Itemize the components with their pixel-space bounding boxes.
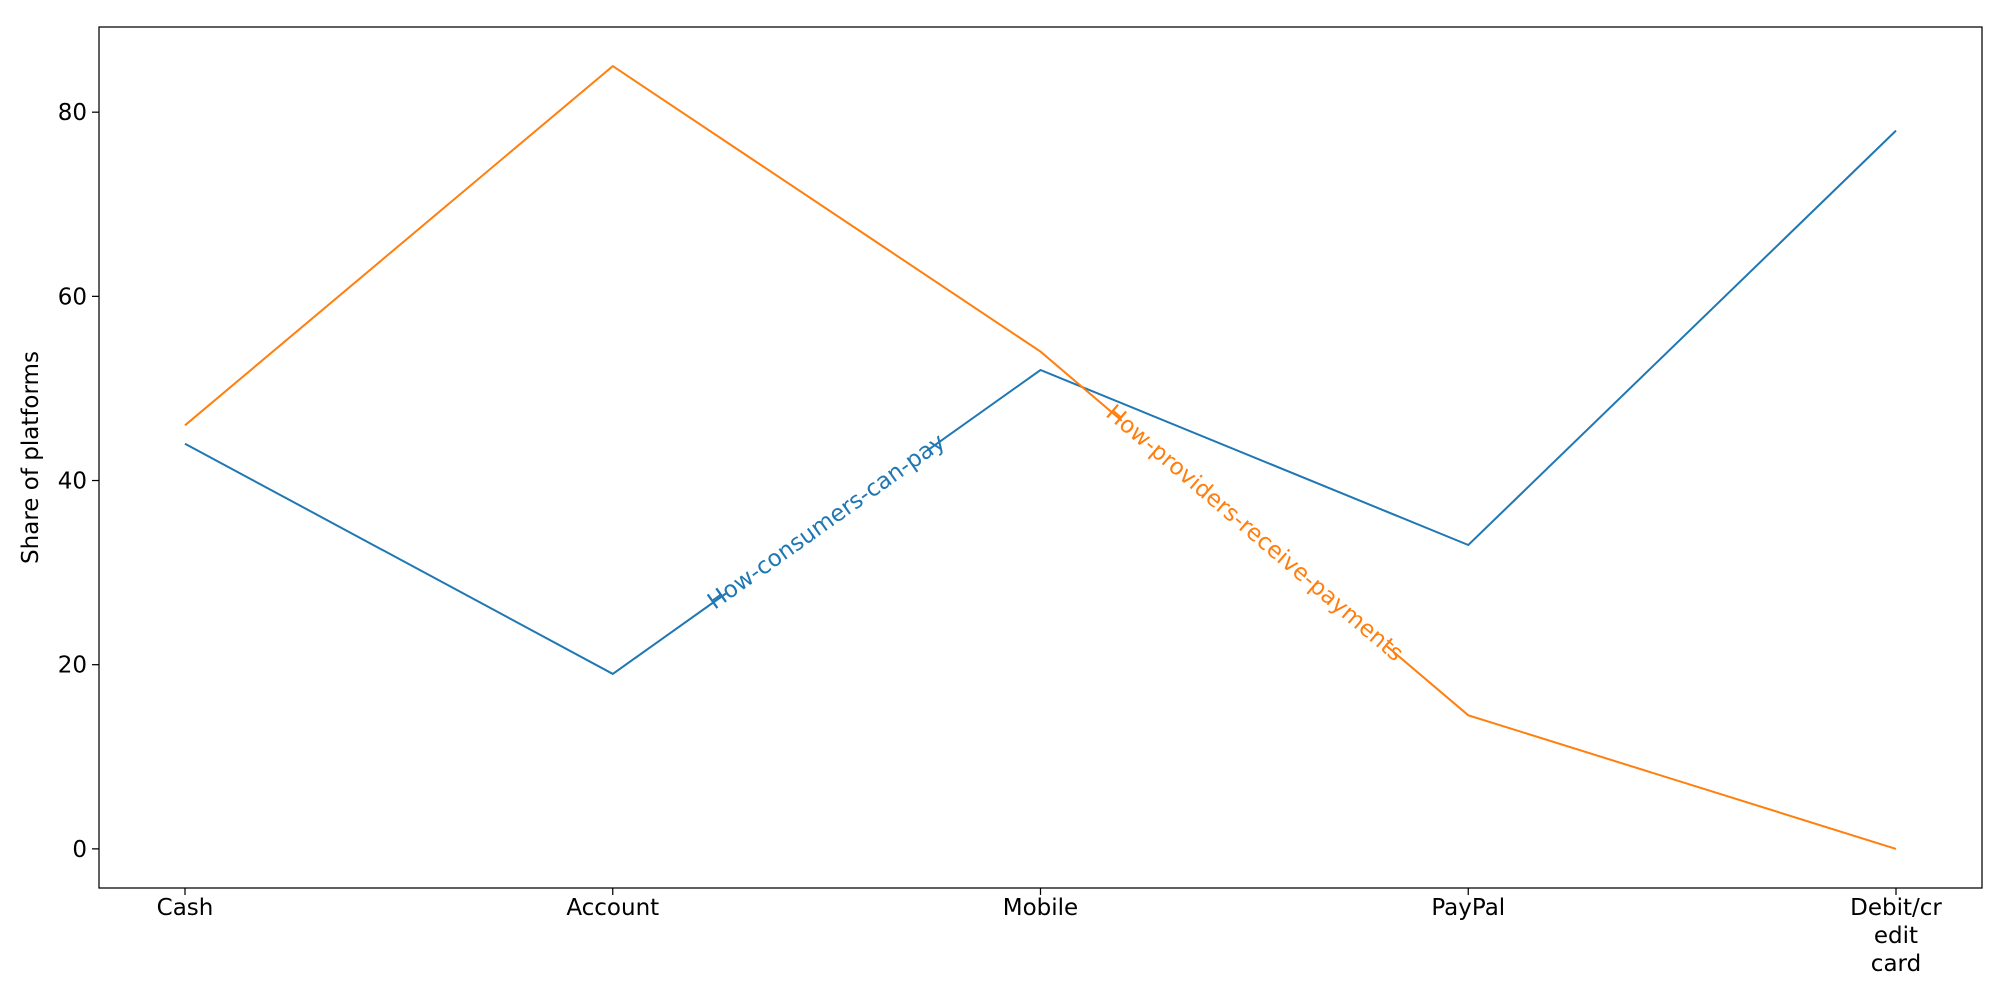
x-tick-label-line: edit xyxy=(1874,923,1918,949)
series-label-2: How-providers-receive-payments xyxy=(1101,400,1408,667)
y-tick-label: 40 xyxy=(58,469,87,495)
y-axis-title: Share of platforms xyxy=(18,351,44,564)
y-tick-label: 60 xyxy=(58,284,87,310)
x-tick-label-line: card xyxy=(1871,951,1921,977)
x-tick-label-line: Mobile xyxy=(1003,895,1078,921)
x-tick-label-line: PayPal xyxy=(1431,895,1505,921)
series-line-2 xyxy=(184,64,1123,427)
y-tick-label: 0 xyxy=(72,837,87,863)
x-tick-label: Debit/cr edit card xyxy=(1850,895,1942,977)
x-tick-label-line: Account xyxy=(566,895,659,921)
x-tick-label: Account xyxy=(566,895,659,921)
series-label-layer: How-consumers-can-pay How-providers-recei… xyxy=(703,400,1408,667)
y-tick-label: 80 xyxy=(58,100,87,126)
x-tick-label: Mobile xyxy=(1003,895,1078,921)
x-tick-label: PayPal xyxy=(1431,895,1505,921)
series-line-1 xyxy=(926,129,1897,547)
series-label-1: How-consumers-can-pay xyxy=(703,429,950,615)
x-tick-label-line: Debit/cr xyxy=(1850,895,1942,921)
y-axis: 0 20 40 60 80 xyxy=(58,100,99,863)
x-axis: Cash Account Mobile PayPal Debit/cr edit card xyxy=(157,888,1942,977)
series-line-2 xyxy=(1386,645,1897,850)
x-tick-label: Cash xyxy=(157,895,214,921)
y-tick-label: 20 xyxy=(58,653,87,679)
plot-area-frame xyxy=(98,26,1983,889)
x-tick-label-line: Cash xyxy=(157,895,214,921)
series-line-1 xyxy=(184,442,727,676)
series-layer xyxy=(184,64,1897,850)
